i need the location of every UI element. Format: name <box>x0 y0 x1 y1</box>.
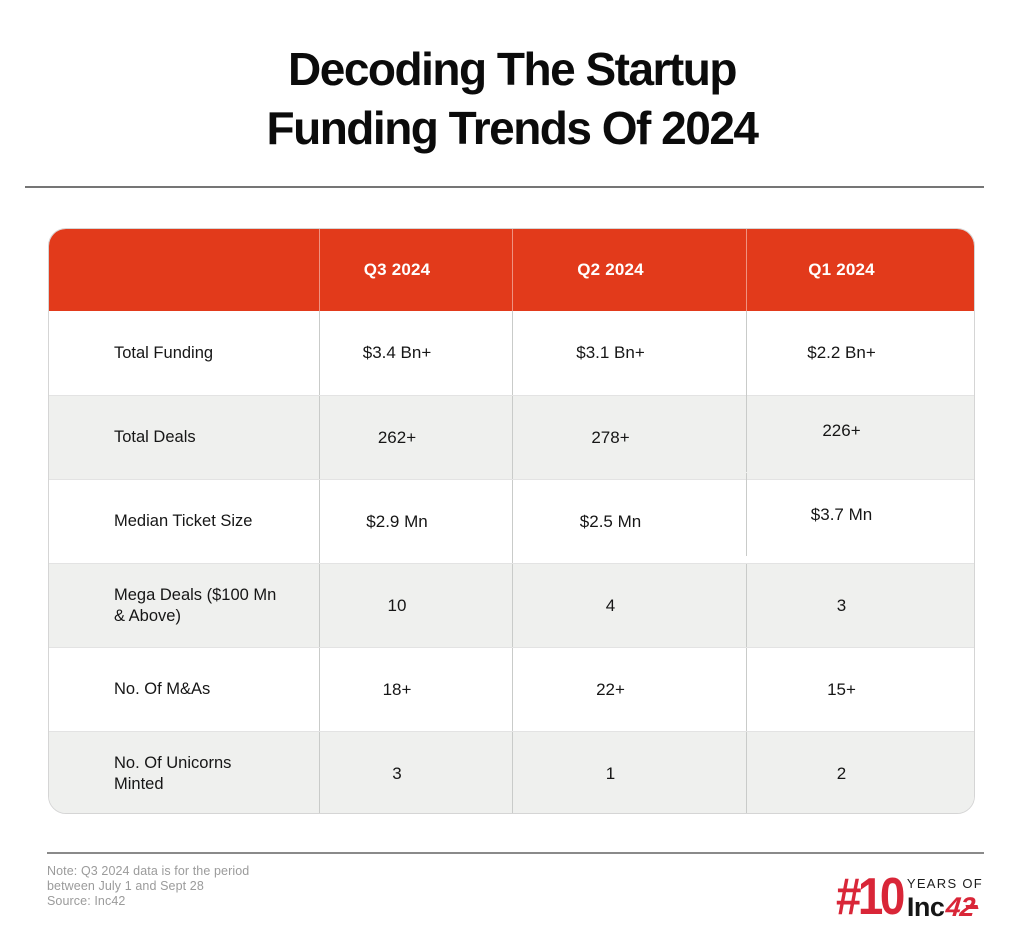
table-row-mega-deals: Mega Deals ($100 Mn & Above) 10 4 3 <box>49 563 974 647</box>
header-q2-2024: Q2 2024 <box>512 229 746 311</box>
page-title-line-1: Decoding The Startup <box>288 43 737 95</box>
page-title-line-2: Funding Trends Of 2024 <box>266 102 759 154</box>
logo-right-block: YEARS OF Inc 42 <box>907 876 983 922</box>
table-row-unicorns-minted: No. Of Unicorns Minted 3 1 2 <box>49 731 974 813</box>
header-empty-cell <box>49 229 319 311</box>
q2-value: 1 <box>512 732 746 813</box>
row-label: Mega Deals ($100 Mn & Above) <box>49 564 319 647</box>
inc42-10-years-logo: #10 YEARS OF Inc 42 <box>827 868 983 926</box>
footnote-line-1: Note: Q3 2024 data is for the period <box>47 864 250 878</box>
q3-value: 10 <box>319 564 512 647</box>
q2-value: $2.5 Mn <box>512 480 746 563</box>
table-row-mas: No. Of M&As 18+ 22+ 15+ <box>49 647 974 731</box>
header-q1-2024: Q1 2024 <box>746 229 974 311</box>
header-q3-2024: Q3 2024 <box>319 229 512 311</box>
q2-value: $3.1 Bn+ <box>512 311 746 395</box>
fortytwo-text: 42 <box>944 892 976 922</box>
row-label: Total Funding <box>49 311 319 395</box>
row-label: Total Deals <box>49 396 319 479</box>
table-row-total-funding: Total Funding $3.4 Bn+ $3.1 Bn+ $2.2 Bn+ <box>49 311 974 395</box>
inc42-wordmark: Inc 42 <box>907 892 983 922</box>
footnote: Note: Q3 2024 data is for the period bet… <box>47 864 249 909</box>
q2-value: 278+ <box>512 396 746 479</box>
row-label-text: No. Of Unicorns Minted <box>114 753 232 793</box>
top-divider <box>25 186 984 188</box>
row-label-text: Total Deals <box>114 428 196 446</box>
page-title: Decoding The Startup Funding Trends Of 2… <box>0 40 1024 158</box>
q3-value: $3.4 Bn+ <box>319 311 512 395</box>
row-label-text: Median Ticket Size <box>114 512 253 530</box>
q3-value: $2.9 Mn <box>319 480 512 563</box>
hash-10-text: #10 <box>836 868 905 926</box>
q2-value: 22+ <box>512 648 746 731</box>
row-label: Median Ticket Size <box>49 480 319 563</box>
funding-trends-table: Q3 2024 Q2 2024 Q1 2024 Total Funding $3… <box>48 228 975 814</box>
table-header-row: Q3 2024 Q2 2024 Q1 2024 <box>49 229 974 311</box>
q1-value: 2 <box>746 732 974 813</box>
row-label: No. Of Unicorns Minted <box>49 732 319 813</box>
q3-value: 18+ <box>319 648 512 731</box>
q3-value: 262+ <box>319 396 512 479</box>
q2-value: 4 <box>512 564 746 647</box>
source-text: Source: Inc42 <box>47 894 126 908</box>
q1-value: 15+ <box>746 648 974 731</box>
q1-value: $3.7 Mn <box>746 473 974 556</box>
q1-value: $2.2 Bn+ <box>746 311 974 395</box>
years-of-text: YEARS OF <box>906 876 983 891</box>
row-label-text: No. Of M&As <box>114 680 211 698</box>
table-row-total-deals: Total Deals 262+ 278+ 226+ <box>49 389 974 479</box>
q3-value: 3 <box>319 732 512 813</box>
row-label-text: Mega Deals ($100 Mn & Above) <box>114 585 277 625</box>
q1-value: 226+ <box>746 389 974 472</box>
row-label: No. Of M&As <box>49 648 319 731</box>
row-label-text: Total Funding <box>114 343 214 362</box>
footnote-line-2: between July 1 and Sept 28 <box>47 879 204 893</box>
table-row-median-ticket-size: Median Ticket Size $2.9 Mn $2.5 Mn $3.7 … <box>49 473 974 563</box>
bottom-divider <box>47 852 984 854</box>
q1-value: 3 <box>746 564 974 647</box>
inc-text: Inc <box>906 892 945 922</box>
